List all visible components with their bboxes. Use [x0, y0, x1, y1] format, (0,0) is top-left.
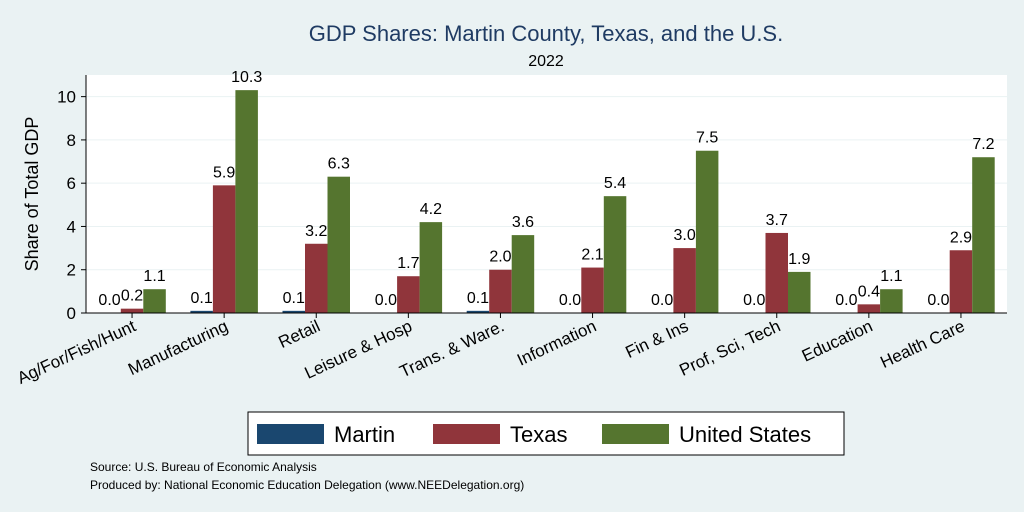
data-label: 5.4: [604, 175, 626, 192]
y-tick-label: 10: [57, 88, 76, 107]
x-category-label: Education: [799, 316, 876, 365]
data-label: 7.2: [972, 136, 994, 153]
y-axis-label: Share of Total GDP: [22, 117, 42, 272]
data-label: 0.1: [467, 290, 489, 307]
bar-texas: [305, 243, 328, 313]
bar-texas: [397, 276, 420, 313]
data-label: 1.1: [880, 268, 902, 285]
x-category-label: Prof, Sci, Tech: [676, 316, 783, 379]
legend-swatch-united-states: [602, 424, 669, 444]
legend-swatch-texas: [433, 424, 500, 444]
data-label: 0.0: [743, 292, 765, 309]
data-label: 7.5: [696, 130, 718, 147]
data-label: 0.0: [927, 292, 949, 309]
data-label: 3.0: [674, 227, 696, 244]
data-labels: 0.0 0.21.10.15.910.30.13.26.30.01.74.20.1…: [98, 69, 994, 309]
data-label: 2.9: [950, 229, 972, 246]
data-label: 5.9: [213, 164, 235, 181]
bar-texas: [120, 308, 144, 313]
x-category-label: Ag/For/Fish/Hunt: [14, 316, 139, 388]
legend-label: Texas: [510, 422, 567, 447]
data-label: 0.0: [375, 292, 397, 309]
y-tick-label: 0: [67, 304, 76, 323]
legend: Martin Texas United States: [247, 411, 845, 456]
data-label: 0.2: [121, 288, 143, 305]
data-label: 1.1: [143, 268, 165, 285]
bar-united-states: [603, 196, 627, 313]
bar-united-states: [143, 289, 166, 313]
bar-texas: [765, 232, 788, 313]
x-category-label: Fin & Ins: [623, 316, 692, 362]
data-label: 2.1: [581, 247, 603, 264]
bar-martin: [282, 310, 305, 313]
data-label: 0.1: [191, 290, 213, 307]
data-label: 1.7: [397, 255, 419, 272]
bar-martin: [466, 310, 490, 313]
bar-united-states: [788, 271, 811, 313]
data-label: 0.0: [651, 292, 673, 309]
legend-swatch-martin: [257, 424, 324, 444]
data-label: 4.2: [420, 201, 442, 218]
data-label: 2.0: [489, 249, 511, 266]
chart-subtitle: 2022: [528, 53, 564, 70]
producer-note: Produced by: National Economic Education…: [90, 478, 524, 492]
bar-texas: [857, 304, 881, 313]
bar-martin: [190, 310, 213, 313]
data-label: 0.4: [858, 283, 880, 300]
x-category-label: Health Care: [877, 316, 967, 372]
bars: [120, 90, 995, 314]
source-note: Source: U.S. Bureau of Economic Analysis: [90, 460, 317, 474]
bar-texas: [212, 185, 236, 313]
bar-texas: [673, 248, 696, 313]
bar-texas: [949, 250, 973, 313]
y-tick-label: 4: [67, 217, 76, 236]
legend-label: United States: [679, 422, 811, 447]
data-label: 3.6: [512, 214, 534, 231]
bar-united-states: [235, 90, 258, 314]
data-label: 3.2: [305, 223, 327, 240]
y-tick-label: 6: [67, 174, 76, 193]
bar-texas: [581, 267, 604, 313]
x-category-label: Information: [514, 316, 599, 369]
data-label: 1.9: [788, 251, 810, 268]
y-tick-label: 8: [67, 131, 76, 150]
data-label: 0.0: [98, 292, 120, 309]
y-tick-label: 2: [67, 261, 76, 280]
chart-title: GDP Shares: Martin County, Texas, and th…: [309, 21, 783, 46]
legend-label: Martin: [334, 422, 395, 447]
data-label: 3.7: [766, 212, 788, 229]
bar-united-states: [327, 176, 350, 313]
x-category-label: Retail: [276, 316, 323, 352]
y-axis-ticks: 0 2 4 6 8 10: [57, 88, 86, 323]
data-label: 0.0: [559, 292, 581, 309]
x-category-label: Trans. & Ware.: [397, 316, 507, 381]
data-label: 10.3: [231, 69, 262, 86]
data-label: 0.1: [283, 290, 305, 307]
bar-united-states: [972, 157, 995, 313]
data-label: 6.3: [328, 156, 350, 173]
bar-united-states: [880, 289, 903, 313]
bar-united-states: [511, 235, 535, 313]
legend-box: [247, 411, 845, 456]
bar-texas: [489, 269, 512, 313]
x-category-label: Manufacturing: [125, 316, 231, 379]
data-label: 0.0: [835, 292, 857, 309]
bar-united-states: [419, 222, 443, 313]
bar-united-states: [695, 150, 719, 313]
